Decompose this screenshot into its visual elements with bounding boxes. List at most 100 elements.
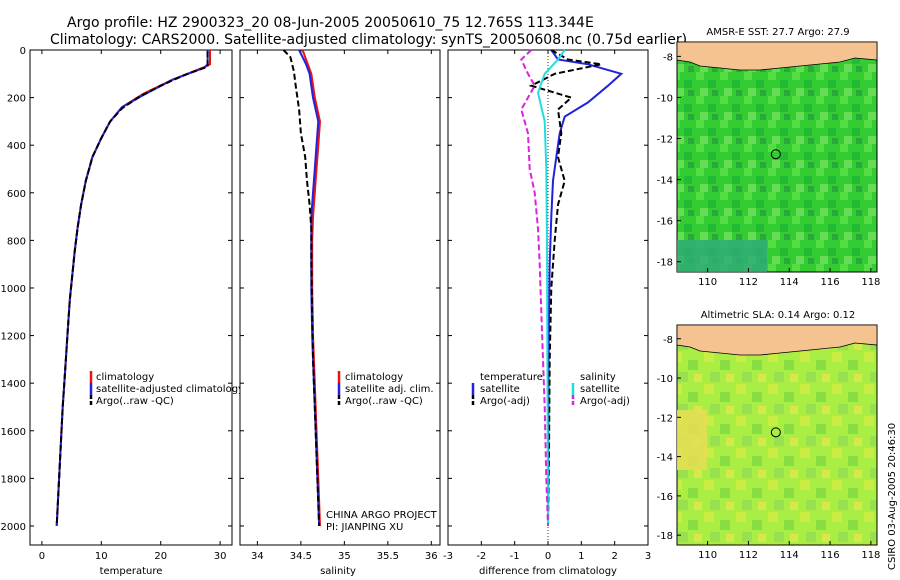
map-y-tick-label: -10: [657, 93, 673, 104]
salinity-series: [282, 49, 322, 527]
sla-map-title: Altimetric SLA: 0.14 Argo: 0.12: [701, 310, 856, 321]
legend-label-sal-climatology: climatology: [345, 372, 403, 383]
legend-label-climatology: climatology: [96, 372, 154, 383]
salinity-axis-label: salinity: [320, 566, 356, 577]
temperature-axis-label: temperature: [100, 566, 163, 577]
series-line-2-3: [520, 49, 549, 527]
pi-label: PI: JIANPING XU: [326, 522, 403, 533]
legend-label-satellite-adjusted: satellite-adjusted climatology: [96, 384, 244, 395]
x-tick-label: 0: [39, 551, 45, 562]
legend-label-sal-satellite2: satellite: [580, 384, 620, 395]
map-y-tick-label: -18: [657, 531, 673, 542]
map-y-tick-label: -18: [657, 258, 673, 269]
sst-map-ticks: 110 112 114 116 118 -8 -10 -12 -14 -16 -18: [657, 52, 881, 288]
x-tick-label: 35: [338, 551, 351, 562]
legend-label-argo: Argo(..raw -QC): [96, 396, 174, 407]
x-tick-label: 35.5: [377, 551, 399, 562]
legend-label-temp-satellite: satellite: [480, 384, 520, 395]
figure-title-line1: Argo profile: HZ 2900323_20 08-Jun-2005 …: [67, 15, 594, 31]
legend-heading-salinity: salinity: [580, 372, 616, 383]
temperature-axis-ticks: 0 10 20 30: [39, 50, 227, 562]
difference-panel: -3 -2 -1 0 1 2 3 difference from climatology t…: [443, 49, 651, 577]
legend-label-sal-satellite: satellite adj. clim.: [345, 384, 434, 395]
series-line-2-0: [547, 49, 624, 527]
x-tick-label: -3: [443, 551, 453, 562]
y-tick-label: 1600: [1, 427, 26, 438]
y-tick-label: 800: [7, 236, 26, 247]
map-x-tick-label: 110: [698, 277, 717, 288]
y-tick-label: 1400: [1, 379, 26, 390]
x-tick-label: 10: [95, 551, 108, 562]
depth-axis-ticks: 0 200 400 600 800 1000 1200 1400 1600 1800 2000: [1, 46, 232, 533]
y-tick-label: 2000: [1, 522, 26, 533]
sla-map-high-patch: [677, 410, 707, 470]
y-tick-label: 1800: [1, 474, 26, 485]
series-line-0-2: [55, 51, 209, 527]
sla-map-panel: Altimetric SLA: 0.14 Argo: 0.12 110 112 11…: [657, 310, 881, 561]
map-x-tick-label: 112: [739, 550, 758, 561]
map-x-tick-label: 116: [821, 550, 840, 561]
sla-map-field: [676, 324, 878, 546]
sla-float-location: [770, 427, 781, 438]
temperature-axes-box: [29, 49, 233, 546]
x-tick-label: -2: [476, 551, 486, 562]
csiro-timestamp: CSIRO 03-Aug-2005 20:46:30: [887, 423, 898, 570]
project-label: CHINA ARGO PROJECT: [326, 510, 438, 521]
map-y-tick-label: -8: [663, 335, 673, 346]
map-y-tick-label: -8: [663, 52, 673, 63]
x-tick-label: 0: [545, 551, 551, 562]
difference-series: [520, 49, 624, 527]
map-y-tick-label: -10: [657, 374, 673, 385]
temperature-panel: 0 200 400 600 800 1000 1200 1400 1600 1800 2000 0 1…: [1, 46, 244, 577]
map-y-tick-label: -16: [657, 217, 673, 228]
legend-label-sal-argo2: Argo(-adj): [580, 396, 630, 407]
map-y-tick-label: -14: [657, 176, 673, 187]
y-tick-label: 0: [20, 46, 26, 57]
map-x-tick-label: 114: [780, 550, 799, 561]
map-x-tick-label: 112: [739, 277, 758, 288]
map-x-tick-label: 114: [780, 277, 799, 288]
sla-map-ticks: 110 112 114 116 118 -8 -10 -12 -14 -16 -18: [657, 335, 881, 561]
salinity-axes-box: [239, 49, 441, 546]
sst-map-title: AMSR-E SST: 27.7 Argo: 27.9: [706, 27, 849, 38]
x-tick-label: 36: [425, 551, 438, 562]
legend-label-temp-argo: Argo(-adj): [480, 396, 530, 407]
legend-heading-temperature: temperature: [480, 372, 543, 383]
map-y-tick-label: -14: [657, 453, 673, 464]
sst-map-cool-patch: [677, 240, 767, 272]
sst-map-land: [676, 41, 878, 71]
series-line-1-2: [282, 49, 321, 527]
map-x-tick-label: 118: [861, 550, 880, 561]
y-tick-label: 400: [7, 141, 26, 152]
x-tick-label: 3: [645, 551, 651, 562]
salinity-panel: 34 34.5 35 35.5 36 salinity climatology sate…: [239, 49, 441, 577]
difference-legend: temperature salinity satellite Argo(-adj…: [471, 372, 630, 407]
map-y-tick-label: -12: [657, 135, 673, 146]
sst-map-panel: AMSR-E SST: 27.7 Argo: 27.9 110 112 114 116…: [657, 27, 881, 288]
x-tick-label: 1: [578, 551, 584, 562]
x-tick-label: -1: [510, 551, 520, 562]
x-tick-label: 34.5: [290, 551, 312, 562]
series-line-2-1: [528, 49, 602, 527]
y-tick-label: 1000: [1, 284, 26, 295]
figure-title-line2: Climatology: CARS2000. Satellite-adjuste…: [50, 32, 687, 48]
y-tick-label: 200: [7, 94, 26, 105]
salinity-depth-ticks: [240, 49, 440, 527]
x-tick-label: 2: [611, 551, 617, 562]
y-tick-label: 1200: [1, 332, 26, 343]
x-tick-label: 30: [214, 551, 227, 562]
temperature-legend: climatology satellite-adjusted climatolo…: [89, 371, 244, 407]
sla-map-land: [676, 324, 878, 356]
map-x-tick-label: 116: [821, 277, 840, 288]
sst-map-field: [676, 41, 878, 273]
salinity-legend: climatology satellite adj. clim. Argo(..…: [337, 371, 434, 407]
temperature-series: [55, 50, 211, 527]
difference-axis-ticks: -3 -2 -1 0 1 2 3: [443, 49, 651, 562]
map-x-tick-label: 110: [698, 550, 717, 561]
salinity-axis-ticks: 34 34.5 35 35.5 36: [251, 50, 438, 562]
x-tick-label: 20: [154, 551, 167, 562]
x-tick-label: 34: [251, 551, 264, 562]
map-x-tick-label: 118: [861, 277, 880, 288]
map-y-tick-label: -12: [657, 413, 673, 424]
